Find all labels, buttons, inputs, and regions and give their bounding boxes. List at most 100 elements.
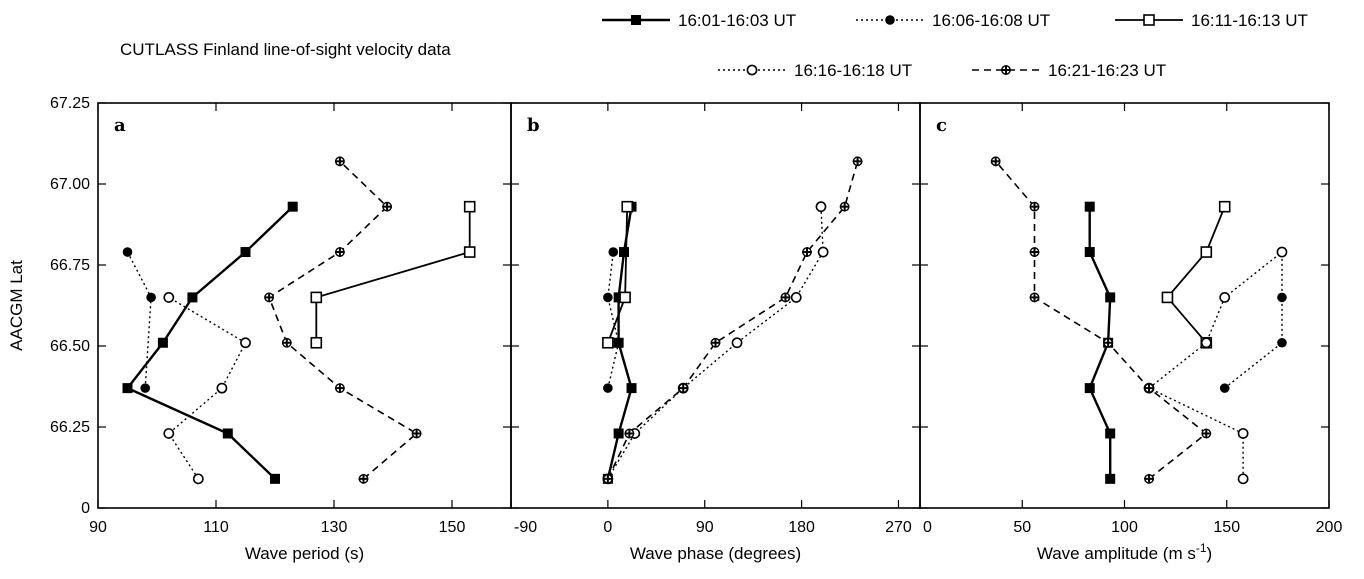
data-point	[1103, 337, 1114, 348]
data-point	[780, 292, 791, 303]
legend-item: 16:06-16:08 UT	[856, 11, 1050, 30]
y-tick-label: 66.75	[50, 257, 90, 274]
data-point	[334, 156, 345, 167]
data-point	[270, 473, 280, 484]
legend: 16:01-16:03 UT 16:06-16:08 UT 16:11-16:13 …	[602, 11, 1308, 80]
x-tick-label: 0	[603, 519, 612, 536]
legend-item: 16:11-16:13 UT	[1115, 11, 1308, 30]
series-3	[602, 200, 634, 349]
data-point	[1277, 337, 1287, 348]
legend-marker	[746, 64, 758, 76]
data-point	[624, 428, 635, 439]
x-tick-label: 180	[788, 519, 815, 536]
data-point	[1237, 428, 1249, 439]
x-tick-label: 90	[696, 519, 714, 536]
legend-label: 16:06-16:08 UT	[932, 11, 1050, 30]
data-point	[281, 337, 292, 348]
data-point	[122, 383, 133, 394]
legend-label: 16:21-16:23 UT	[1048, 61, 1166, 80]
x-tick-label: 50	[1013, 519, 1031, 536]
data-point	[1029, 247, 1040, 257]
data-point	[613, 292, 624, 303]
series-line	[315, 206, 471, 343]
data-point	[839, 201, 850, 212]
legend-marker	[631, 15, 641, 25]
data-point	[1029, 292, 1040, 303]
data-point	[1084, 201, 1095, 212]
data-point	[222, 428, 233, 439]
legend-item: 16:21-16:23 UT	[972, 61, 1166, 80]
legend-label: 16:11-16:13 UT	[1191, 11, 1308, 30]
data-point	[602, 473, 613, 484]
data-point	[146, 292, 156, 303]
series-2	[603, 247, 624, 393]
panel-letter: b	[527, 115, 540, 136]
data-point	[608, 247, 619, 257]
y-tick-label: 67.25	[50, 95, 90, 112]
series-3	[310, 200, 476, 349]
plot-frame	[97, 102, 512, 509]
unit-superscript: -1	[1196, 541, 1207, 555]
legend-label: 16:16-16:18 UT	[794, 61, 912, 80]
data-point	[240, 247, 251, 258]
panel-c: 0 50 100 150 200 Wave amplitude (m s-1) c	[919, 102, 1343, 563]
data-point	[852, 156, 863, 167]
data-point	[1144, 383, 1154, 394]
data-point	[613, 337, 624, 348]
data-point	[1105, 292, 1116, 303]
data-point	[621, 200, 634, 213]
chart-title: CUTLASS Finland line-of-sight velocity d…	[120, 40, 451, 59]
data-point	[817, 246, 829, 258]
data-point	[1277, 292, 1287, 303]
data-point	[334, 247, 345, 257]
panel-a: 90 110 130 150 Wave period (s) 0 66.25 66.50 66.…	[7, 95, 512, 563]
y-tick-label: 66.50	[50, 338, 90, 355]
legend-label: 16:01-16:03 UT	[678, 11, 796, 30]
data-point	[1105, 473, 1116, 484]
data-point	[802, 247, 812, 257]
data-point	[710, 337, 721, 348]
series-line	[268, 160, 418, 480]
data-point	[140, 383, 150, 393]
panel-b: -90 0 90 180 270 Wave phase (degrees) b	[510, 102, 921, 563]
data-point	[1237, 473, 1249, 485]
data-point	[463, 200, 476, 213]
x-tick-label: 200	[1316, 519, 1343, 536]
series-1	[122, 201, 298, 484]
data-point	[1084, 247, 1095, 258]
legend-marker	[1143, 14, 1155, 26]
data-point	[613, 428, 624, 439]
data-point	[122, 247, 133, 257]
series-3	[1161, 200, 1231, 349]
data-point	[602, 336, 614, 349]
series-line	[1224, 252, 1283, 389]
data-point	[626, 383, 637, 394]
data-point	[731, 337, 743, 349]
y-tick-label: 67.00	[50, 176, 90, 193]
x-tick-label: 100	[1111, 519, 1138, 536]
legend-marker	[885, 15, 895, 25]
x-tick-label: 110	[203, 519, 229, 536]
x-axis-label: Wave period (s)	[245, 544, 364, 563]
data-point	[815, 201, 827, 213]
legend-item: 16:01-16:03 UT	[602, 11, 796, 30]
x-tick-label: 130	[321, 519, 348, 536]
series-2	[1219, 247, 1287, 393]
panel-letter: a	[114, 115, 126, 136]
x-tick-label: 0	[923, 519, 932, 536]
series-5	[602, 156, 863, 484]
series-line	[607, 251, 620, 389]
data-point	[1219, 291, 1231, 303]
data-point	[1200, 246, 1213, 258]
data-point	[216, 382, 228, 394]
data-point	[358, 473, 369, 484]
data-point	[1218, 200, 1231, 213]
data-point	[287, 201, 298, 212]
series-line	[126, 251, 152, 389]
unit-close: )	[1207, 544, 1213, 563]
data-point	[264, 292, 274, 303]
series-line	[1166, 206, 1226, 344]
series-line	[167, 296, 247, 480]
